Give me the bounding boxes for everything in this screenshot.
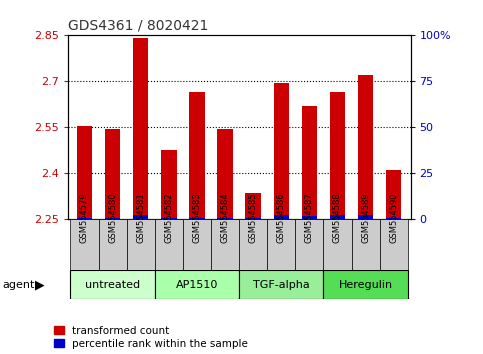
- Text: TGF-alpha: TGF-alpha: [253, 280, 310, 290]
- Text: GSM554579: GSM554579: [80, 192, 89, 242]
- Text: GSM554587: GSM554587: [305, 192, 314, 242]
- Text: ▶: ▶: [35, 278, 45, 291]
- Text: agent: agent: [2, 280, 35, 290]
- Bar: [386, 170, 401, 219]
- Bar: [358, 215, 373, 219]
- Bar: [133, 39, 148, 219]
- Text: GSM554586: GSM554586: [277, 192, 286, 242]
- Text: GSM554588: GSM554588: [333, 192, 342, 242]
- Text: GSM554583: GSM554583: [192, 192, 201, 242]
- Text: GSM554584: GSM554584: [221, 192, 229, 242]
- Text: GSM554585: GSM554585: [249, 192, 257, 242]
- Bar: [273, 83, 289, 219]
- Bar: [330, 92, 345, 219]
- FancyBboxPatch shape: [324, 270, 408, 299]
- Bar: [189, 92, 205, 219]
- Bar: [273, 215, 289, 219]
- Text: GSM554590: GSM554590: [389, 192, 398, 242]
- FancyBboxPatch shape: [71, 219, 99, 271]
- Bar: [245, 193, 261, 219]
- Bar: [77, 218, 92, 219]
- FancyBboxPatch shape: [183, 219, 211, 271]
- FancyBboxPatch shape: [239, 219, 267, 271]
- Bar: [301, 106, 317, 219]
- Text: untreated: untreated: [85, 280, 140, 290]
- FancyBboxPatch shape: [324, 219, 352, 271]
- Text: GSM554581: GSM554581: [136, 192, 145, 242]
- FancyBboxPatch shape: [267, 219, 295, 271]
- FancyBboxPatch shape: [155, 219, 183, 271]
- Text: GDS4361 / 8020421: GDS4361 / 8020421: [68, 19, 208, 33]
- FancyBboxPatch shape: [295, 219, 324, 271]
- FancyBboxPatch shape: [352, 219, 380, 271]
- Bar: [217, 218, 233, 219]
- FancyBboxPatch shape: [380, 219, 408, 271]
- Text: AP1510: AP1510: [176, 280, 218, 290]
- Text: GSM554589: GSM554589: [361, 192, 370, 242]
- Text: Heregulin: Heregulin: [339, 280, 393, 290]
- Bar: [161, 218, 177, 219]
- Bar: [105, 129, 120, 219]
- FancyBboxPatch shape: [239, 270, 324, 299]
- Bar: [77, 126, 92, 219]
- Legend: transformed count, percentile rank within the sample: transformed count, percentile rank withi…: [54, 326, 248, 349]
- Bar: [133, 215, 148, 219]
- Bar: [217, 129, 233, 219]
- Bar: [301, 216, 317, 219]
- FancyBboxPatch shape: [155, 270, 239, 299]
- Bar: [330, 215, 345, 219]
- Bar: [189, 218, 205, 219]
- Bar: [386, 218, 401, 219]
- Text: GSM554582: GSM554582: [164, 192, 173, 242]
- FancyBboxPatch shape: [71, 270, 155, 299]
- Text: GSM554580: GSM554580: [108, 192, 117, 242]
- FancyBboxPatch shape: [99, 219, 127, 271]
- Bar: [245, 218, 261, 219]
- FancyBboxPatch shape: [127, 219, 155, 271]
- Bar: [358, 75, 373, 219]
- Bar: [161, 150, 177, 219]
- Bar: [105, 218, 120, 219]
- FancyBboxPatch shape: [211, 219, 239, 271]
